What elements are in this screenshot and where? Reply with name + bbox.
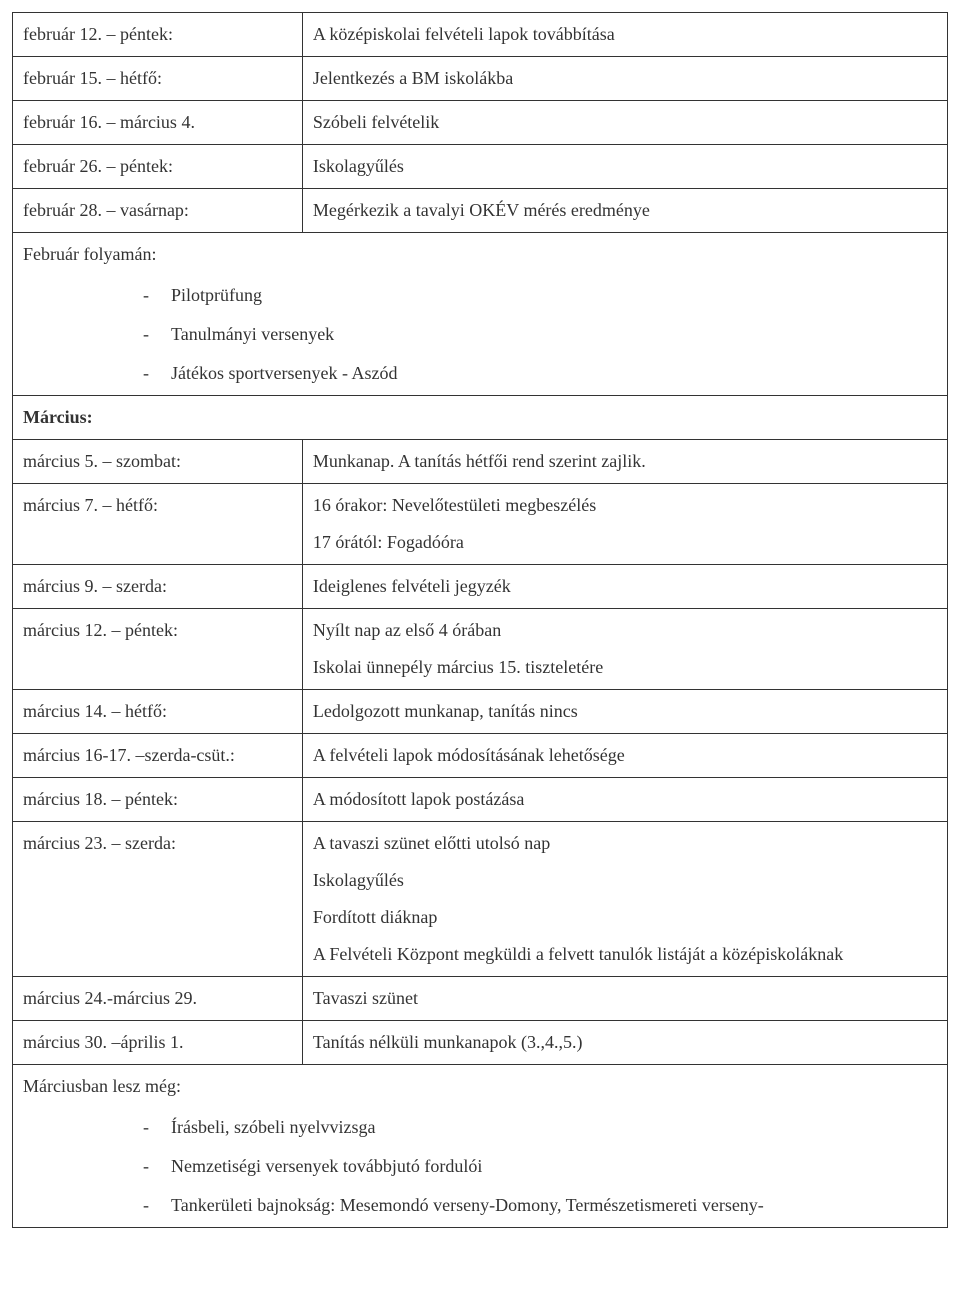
date-cell: február 28. – vasárnap:: [13, 189, 303, 233]
table-row: március 30. –április 1.Tanítás nélküli m…: [13, 1021, 948, 1065]
table-row: február 15. – hétfő:Jelentkezés a BM isk…: [13, 57, 948, 101]
date-cell: március 30. –április 1.: [13, 1021, 303, 1065]
date-cell: március 14. – hétfő:: [13, 690, 303, 734]
dash-icon: -: [143, 321, 171, 348]
list-item-text: Pilotprüfung: [171, 282, 262, 309]
date-cell: március 7. – hétfő:: [13, 484, 303, 565]
description-cell: Munkanap. A tanítás hétfői rend szerint …: [302, 440, 947, 484]
date-cell: március 16-17. –szerda-csüt.:: [13, 734, 303, 778]
description-cell: Nyílt nap az első 4 órában Iskolai ünnepé…: [302, 609, 947, 690]
description-line: 16 órakor: Nevelőtestületi megbeszélés: [313, 492, 937, 519]
list-item: -Nemzetiségi versenyek továbbjutó fordul…: [143, 1153, 937, 1180]
date-cell: március 9. – szerda:: [13, 565, 303, 609]
description-line: 17 órától: Fogadóóra: [313, 529, 937, 556]
table-row: március 16-17. –szerda-csüt.:A felvételi…: [13, 734, 948, 778]
description-cell: Tavaszi szünet: [302, 977, 947, 1021]
description-cell: Megérkezik a tavalyi OKÉV mérés eredmény…: [302, 189, 947, 233]
table-row: március 14. – hétfő:Ledolgozott munkanap…: [13, 690, 948, 734]
description-line: A tavaszi szünet előtti utolsó nap: [313, 830, 937, 857]
list-item: -Írásbeli, szóbeli nyelvvizsga: [143, 1114, 937, 1141]
list-item-text: Tankerületi bajnokság: Mesemondó verseny…: [171, 1192, 764, 1219]
summary-list: -Írásbeli, szóbeli nyelvvizsga-Nemzetisé…: [23, 1114, 937, 1219]
table-row: március 12. – péntek:Nyílt nap az első 4…: [13, 609, 948, 690]
date-cell: március 5. – szombat:: [13, 440, 303, 484]
table-row: március 5. – szombat:Munkanap. A tanítás…: [13, 440, 948, 484]
date-cell: március 12. – péntek:: [13, 609, 303, 690]
summary-title: Február folyamán:: [23, 241, 937, 268]
list-item-text: Játékos sportversenyek - Aszód: [171, 360, 397, 387]
dash-icon: -: [143, 1192, 171, 1219]
description-cell: A középiskolai felvételi lapok továbbítá…: [302, 13, 947, 57]
summary-title: Márciusban lesz még:: [23, 1073, 937, 1100]
description-cell: Iskolagyűlés: [302, 145, 947, 189]
table-row: február 16. – március 4.Szóbeli felvétel…: [13, 101, 948, 145]
description-cell: A felvételi lapok módosításának lehetősé…: [302, 734, 947, 778]
schedule-table: február 12. – péntek:A középiskolai felv…: [12, 12, 948, 1228]
month-header-cell: Március:: [13, 396, 948, 440]
list-item-text: Nemzetiségi versenyek továbbjutó forduló…: [171, 1153, 482, 1180]
summary-cell: Márciusban lesz még:-Írásbeli, szóbeli n…: [13, 1065, 948, 1228]
description-cell: Szóbeli felvételik: [302, 101, 947, 145]
summary-list: -Pilotprüfung-Tanulmányi versenyek-Játék…: [23, 282, 937, 387]
table-row: február 12. – péntek:A középiskolai felv…: [13, 13, 948, 57]
date-cell: február 12. – péntek:: [13, 13, 303, 57]
table-row: március 18. – péntek:A módosított lapok …: [13, 778, 948, 822]
description-cell: Tanítás nélküli munkanapok (3.,4.,5.): [302, 1021, 947, 1065]
description-line: Fordított diáknap: [313, 904, 937, 931]
date-cell: március 24.-március 29.: [13, 977, 303, 1021]
dash-icon: -: [143, 282, 171, 309]
table-row: Február folyamán:-Pilotprüfung-Tanulmány…: [13, 233, 948, 396]
table-row: Március:: [13, 396, 948, 440]
description-line: Iskolagyűlés: [313, 867, 937, 894]
date-cell: február 15. – hétfő:: [13, 57, 303, 101]
list-item-text: Tanulmányi versenyek: [171, 321, 334, 348]
list-item-text: Írásbeli, szóbeli nyelvvizsga: [171, 1114, 375, 1141]
date-cell: február 26. – péntek:: [13, 145, 303, 189]
summary-cell: Február folyamán:-Pilotprüfung-Tanulmány…: [13, 233, 948, 396]
description-line: A Felvételi Központ megküldi a felvett t…: [313, 941, 937, 968]
list-item: -Játékos sportversenyek - Aszód: [143, 360, 937, 387]
table-row: március 9. – szerda:Ideiglenes felvételi…: [13, 565, 948, 609]
dash-icon: -: [143, 360, 171, 387]
description-cell: Ideiglenes felvételi jegyzék: [302, 565, 947, 609]
description-cell: Jelentkezés a BM iskolákba: [302, 57, 947, 101]
date-cell: február 16. – március 4.: [13, 101, 303, 145]
month-header-label: Március:: [23, 407, 93, 427]
table-row: február 28. – vasárnap:Megérkezik a tava…: [13, 189, 948, 233]
description-cell: 16 órakor: Nevelőtestületi megbeszélés 17…: [302, 484, 947, 565]
table-row: március 7. – hétfő:16 órakor: Nevelőtest…: [13, 484, 948, 565]
dash-icon: -: [143, 1114, 171, 1141]
list-item: -Tanulmányi versenyek: [143, 321, 937, 348]
description-cell: A tavaszi szünet előtti utolsó nap Iskola…: [302, 822, 947, 977]
description-cell: Ledolgozott munkanap, tanítás nincs: [302, 690, 947, 734]
list-item: -Pilotprüfung: [143, 282, 937, 309]
description-line: Nyílt nap az első 4 órában: [313, 617, 937, 644]
description-line: Iskolai ünnepély március 15. tiszteletér…: [313, 654, 937, 681]
date-cell: március 23. – szerda:: [13, 822, 303, 977]
table-row: Márciusban lesz még:-Írásbeli, szóbeli n…: [13, 1065, 948, 1228]
table-row: március 23. – szerda:A tavaszi szünet el…: [13, 822, 948, 977]
table-row: február 26. – péntek:Iskolagyűlés: [13, 145, 948, 189]
dash-icon: -: [143, 1153, 171, 1180]
list-item: -Tankerületi bajnokság: Mesemondó versen…: [143, 1192, 937, 1219]
table-row: március 24.-március 29.Tavaszi szünet: [13, 977, 948, 1021]
date-cell: március 18. – péntek:: [13, 778, 303, 822]
description-cell: A módosított lapok postázása: [302, 778, 947, 822]
